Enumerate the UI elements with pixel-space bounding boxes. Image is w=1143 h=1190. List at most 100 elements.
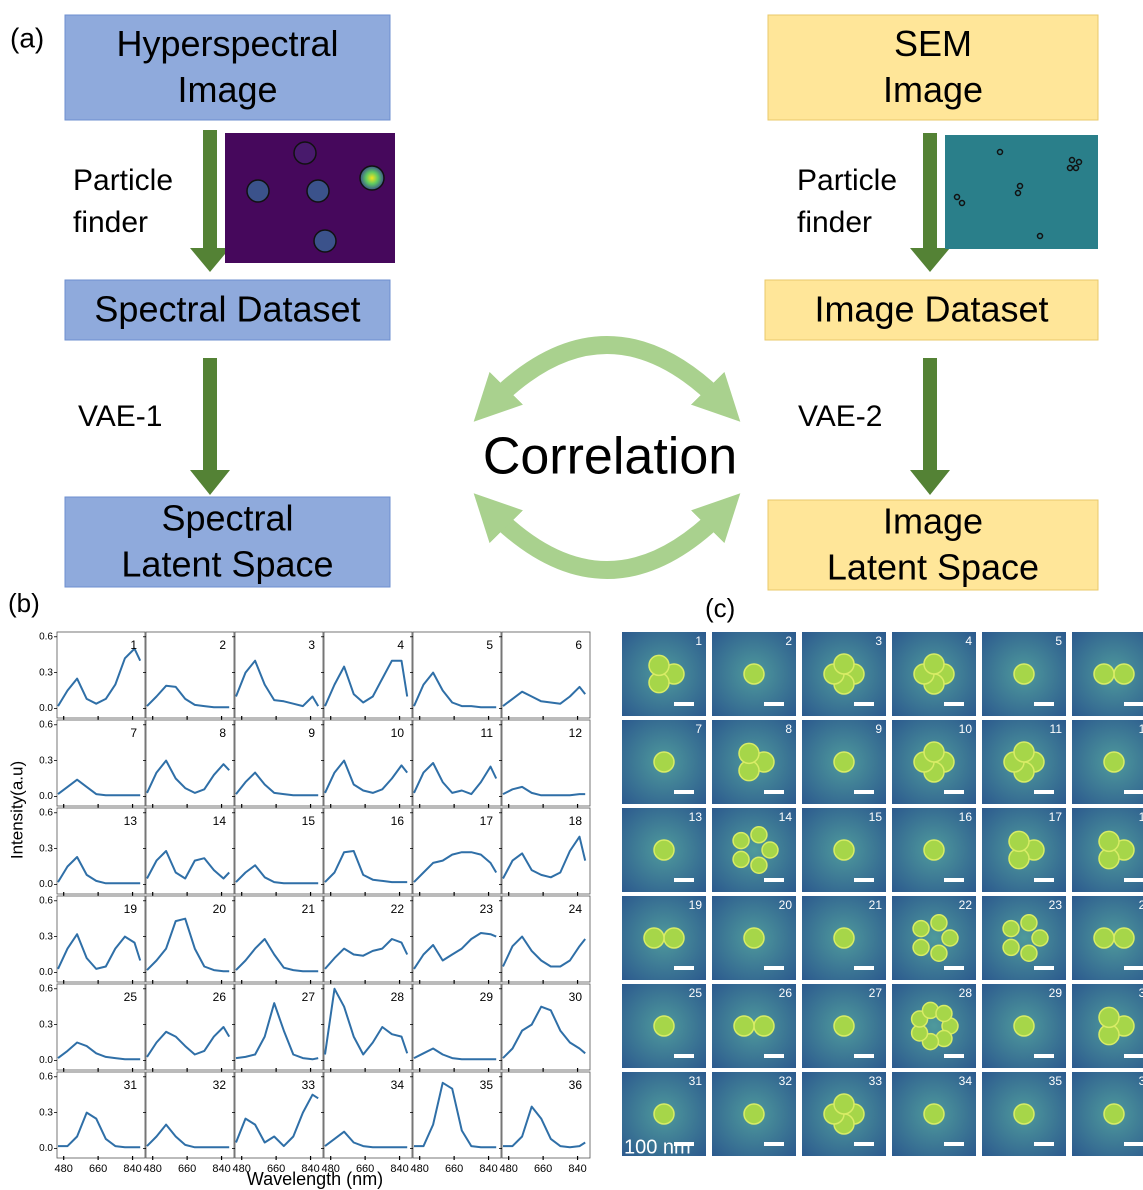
particle bbox=[913, 939, 929, 955]
y-tick-label: 0.6 bbox=[39, 1071, 53, 1082]
y-tick-label: 0.3 bbox=[39, 843, 53, 854]
sem-thumbnail: 5 bbox=[982, 632, 1066, 716]
particle bbox=[754, 1016, 774, 1036]
y-tick-label: 0.6 bbox=[39, 631, 53, 642]
sem-thumbnail: 25 bbox=[622, 984, 706, 1068]
plot-number: 19 bbox=[124, 902, 138, 916]
sem-thumbnail: 18 bbox=[1072, 808, 1143, 892]
plot-number: 20 bbox=[213, 902, 227, 916]
spectrum-plot: 0.00.30.67 bbox=[39, 719, 145, 808]
scale-bar bbox=[944, 1054, 964, 1058]
scale-bar bbox=[674, 702, 694, 706]
spectrum-plot: 48066084036 bbox=[499, 1072, 590, 1175]
sem-overview-image bbox=[945, 135, 1098, 249]
particle bbox=[834, 1016, 854, 1036]
sem-thumbnail: 1 bbox=[622, 632, 706, 716]
image-number: 8 bbox=[785, 722, 792, 736]
sem-thumbnail: 32 bbox=[712, 1072, 796, 1156]
particle bbox=[1032, 930, 1048, 946]
node-label: Image bbox=[883, 69, 983, 110]
image-number: 35 bbox=[1049, 1074, 1063, 1088]
y-tick-label: 0.0 bbox=[39, 791, 53, 802]
image-number: 14 bbox=[779, 810, 793, 824]
spectrum-plot: 0.00.30.625 bbox=[39, 983, 145, 1072]
image-number: 19 bbox=[689, 898, 703, 912]
scale-bar bbox=[1124, 1142, 1143, 1146]
y-tick-label: 0.3 bbox=[39, 1107, 53, 1118]
sem-thumbnail: 2 bbox=[712, 632, 796, 716]
plot-number: 33 bbox=[302, 1078, 316, 1092]
scale-bar bbox=[944, 1142, 964, 1146]
x-tick-label: 480 bbox=[411, 1163, 429, 1175]
plot-number: 21 bbox=[302, 902, 316, 916]
spectrum-plot: 21 bbox=[232, 896, 323, 984]
spectrum-plot: 9 bbox=[232, 720, 323, 808]
edge-label: Particle bbox=[73, 164, 173, 197]
x-tick-label: 480 bbox=[500, 1163, 518, 1175]
spectrum-plot: 17 bbox=[410, 808, 501, 896]
page: {"panel_a": {"label": "(a)", "nodes": [{… bbox=[0, 0, 1143, 1190]
spectrum-plot: 12 bbox=[499, 720, 590, 808]
spectrum-plot: 23 bbox=[410, 896, 501, 984]
image-number: 18 bbox=[1139, 810, 1143, 824]
node-label: Image Dataset bbox=[814, 289, 1048, 330]
plot-number: 31 bbox=[124, 1078, 138, 1092]
spectrum-plot: 30 bbox=[499, 984, 590, 1072]
sem-thumbnail: 12 bbox=[1072, 720, 1143, 804]
x-tick-label: 660 bbox=[356, 1163, 374, 1175]
image-number: 23 bbox=[1049, 898, 1063, 912]
particle bbox=[1104, 1104, 1124, 1124]
scale-bar bbox=[1124, 702, 1143, 706]
x-tick-label: 660 bbox=[89, 1163, 107, 1175]
spectrum-plot: 8 bbox=[143, 720, 234, 808]
particle bbox=[834, 928, 854, 948]
scale-bar bbox=[1034, 702, 1054, 706]
particle bbox=[1094, 928, 1114, 948]
scale-bar bbox=[1124, 878, 1143, 882]
image-number: 10 bbox=[959, 722, 973, 736]
plot-number: 16 bbox=[391, 814, 405, 828]
y-axis-label: Intensity(a.u) bbox=[7, 761, 26, 859]
particle bbox=[924, 654, 944, 674]
scale-bar bbox=[854, 1054, 874, 1058]
spectrum-plot: 11 bbox=[410, 720, 501, 808]
scale-bar bbox=[1034, 966, 1054, 970]
spectrum-plot: 16 bbox=[321, 808, 412, 896]
particle bbox=[834, 1094, 854, 1114]
image-number: 15 bbox=[869, 810, 883, 824]
image-number: 27 bbox=[869, 986, 883, 1000]
y-tick-label: 0.0 bbox=[39, 879, 53, 890]
image-number: 20 bbox=[779, 898, 793, 912]
image-number: 7 bbox=[695, 722, 702, 736]
x-tick-label: 480 bbox=[144, 1163, 162, 1175]
plot-number: 11 bbox=[481, 726, 494, 740]
particle bbox=[1014, 742, 1034, 762]
particle bbox=[1014, 1104, 1034, 1124]
scale-bar bbox=[764, 878, 784, 882]
sem-thumbnail: 24 bbox=[1072, 896, 1143, 980]
y-tick-label: 0.0 bbox=[39, 1143, 53, 1154]
particle bbox=[936, 1005, 952, 1021]
particle bbox=[913, 921, 929, 937]
sem-thumbnail: 10 bbox=[892, 720, 976, 804]
sem-thumbnail: 9 bbox=[802, 720, 886, 804]
scale-bar bbox=[674, 1054, 694, 1058]
particle bbox=[654, 752, 674, 772]
plot-number: 17 bbox=[480, 814, 494, 828]
scale-bar bbox=[854, 1142, 874, 1146]
particle bbox=[739, 743, 759, 763]
x-tick-label: 840 bbox=[390, 1163, 408, 1175]
spectrum-plot: 0.00.30.619 bbox=[39, 895, 145, 984]
plot-number: 13 bbox=[124, 814, 138, 828]
plot-number: 6 bbox=[575, 638, 582, 652]
spectrum-plot: 15 bbox=[232, 808, 323, 896]
particle bbox=[1021, 915, 1037, 931]
image-number: 24 bbox=[1139, 898, 1143, 912]
scale-bar bbox=[764, 702, 784, 706]
scale-bar bbox=[854, 966, 874, 970]
x-tick-label: 660 bbox=[445, 1163, 463, 1175]
scale-bar bbox=[854, 702, 874, 706]
y-tick-label: 0.0 bbox=[39, 1055, 53, 1066]
scale-bar bbox=[1124, 966, 1143, 970]
